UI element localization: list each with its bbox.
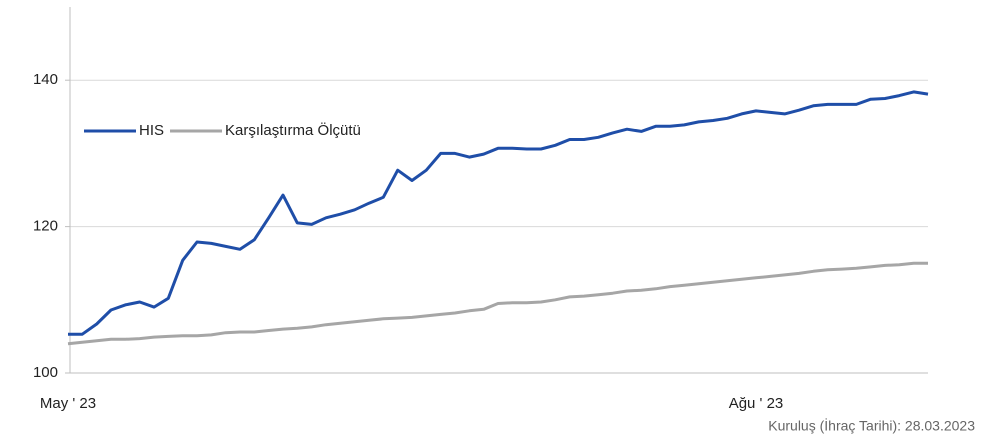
note: Kuruluş (İhraç Tarihi): 28.03.2023 <box>768 417 975 434</box>
legend-label: Karşılaştırma Ölçütü <box>225 121 361 139</box>
y-tick-label: 140 <box>33 71 58 88</box>
x-tick-label: Ağu ' 23 <box>729 395 784 412</box>
x-tick-label: May ' 23 <box>40 395 96 412</box>
y-tick-label: 120 <box>33 218 58 235</box>
legend-label: HIS <box>139 122 164 139</box>
line-series <box>67 261 928 346</box>
line-series <box>68 90 929 336</box>
y-tick-label: 100 <box>33 364 58 381</box>
